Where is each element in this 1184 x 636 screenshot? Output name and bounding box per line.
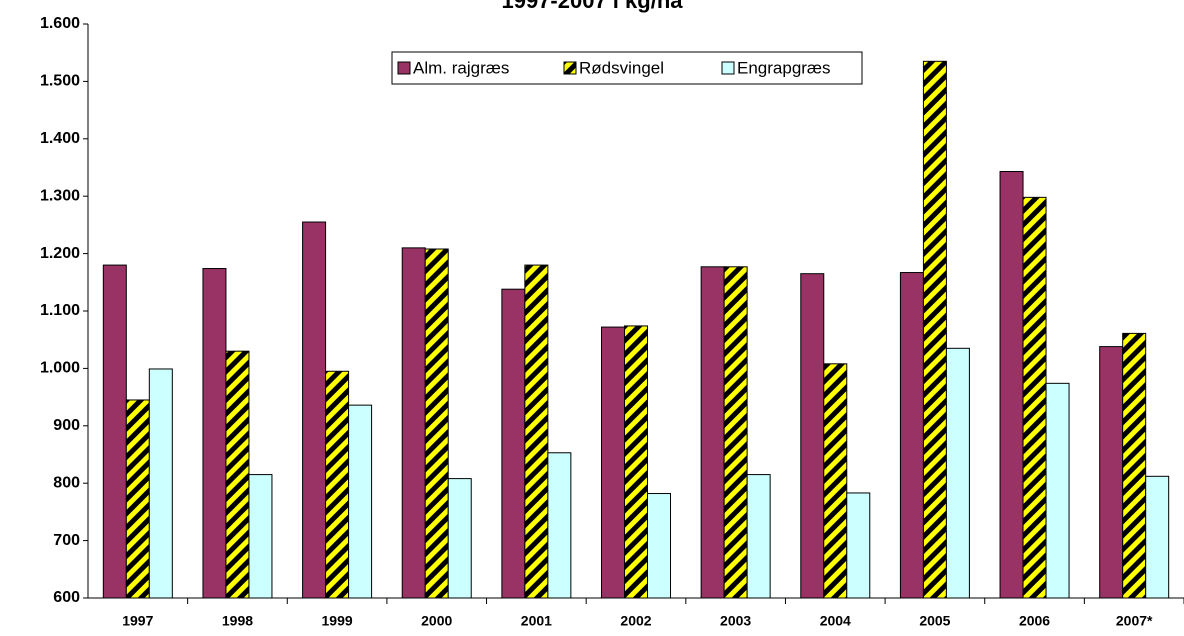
y-tick-label: 1.200 <box>40 245 80 262</box>
x-tick-label: 2006 <box>1019 613 1050 629</box>
bar <box>325 370 350 599</box>
legend-box <box>391 51 863 85</box>
y-tick-label: 1.500 <box>40 73 80 90</box>
legend-swatch <box>563 61 577 75</box>
bar <box>999 171 1024 599</box>
y-tick-label: 900 <box>53 417 80 434</box>
y-tick-label: 1.000 <box>40 360 80 377</box>
y-tick-label: 800 <box>53 474 80 491</box>
bar <box>524 264 549 599</box>
bar <box>899 272 924 599</box>
y-tick-label: 600 <box>53 589 80 606</box>
bar <box>1122 332 1147 599</box>
bar <box>601 326 625 599</box>
x-tick-label: 2000 <box>421 613 452 629</box>
bar <box>102 264 127 599</box>
legend-swatch <box>397 61 411 75</box>
x-tick-label: 1997 <box>122 613 153 629</box>
bar <box>846 492 871 599</box>
bar <box>202 268 227 599</box>
bar <box>823 363 848 599</box>
x-tick-label: 2004 <box>820 613 851 629</box>
bar <box>647 493 671 599</box>
y-tick-label: 1.100 <box>40 302 80 319</box>
x-tick-label: 1998 <box>222 613 253 629</box>
legend-swatch <box>721 61 735 75</box>
bar <box>348 404 373 599</box>
y-tick-label: 1.300 <box>40 187 80 204</box>
y-tick-label: 1.400 <box>40 130 80 147</box>
bar <box>1099 346 1124 599</box>
x-tick-label: 2001 <box>521 613 552 629</box>
bar <box>922 60 947 599</box>
bar <box>800 273 825 599</box>
bar <box>248 474 273 599</box>
chart-title: 1997-2007 i kg/ha <box>501 0 683 13</box>
y-tick-label: 1.600 <box>40 15 80 32</box>
bar <box>1145 475 1170 599</box>
bar <box>746 474 771 599</box>
x-tick-label: 1999 <box>322 613 353 629</box>
y-tick-label: 700 <box>53 532 80 549</box>
bar <box>624 325 648 599</box>
bar <box>125 399 150 599</box>
x-tick-label: 2005 <box>919 613 950 629</box>
bar <box>723 266 748 599</box>
legend-label: Engrapgræs <box>737 58 831 77</box>
bar <box>148 368 173 599</box>
bar <box>302 221 327 599</box>
bar <box>547 452 572 599</box>
legend-label: Alm. rajgræs <box>413 58 509 77</box>
bar <box>447 478 472 599</box>
bar <box>1045 382 1070 599</box>
bar <box>945 347 970 599</box>
x-tick-label: 2002 <box>620 613 651 629</box>
bar <box>401 247 426 599</box>
bar <box>501 288 526 599</box>
bar <box>424 248 449 599</box>
legend-label: Rødsvingel <box>579 58 664 77</box>
x-tick-label: 2007* <box>1116 613 1153 629</box>
bar <box>700 266 725 599</box>
bar <box>1022 196 1047 599</box>
bar <box>225 350 250 599</box>
x-tick-label: 2003 <box>720 613 751 629</box>
